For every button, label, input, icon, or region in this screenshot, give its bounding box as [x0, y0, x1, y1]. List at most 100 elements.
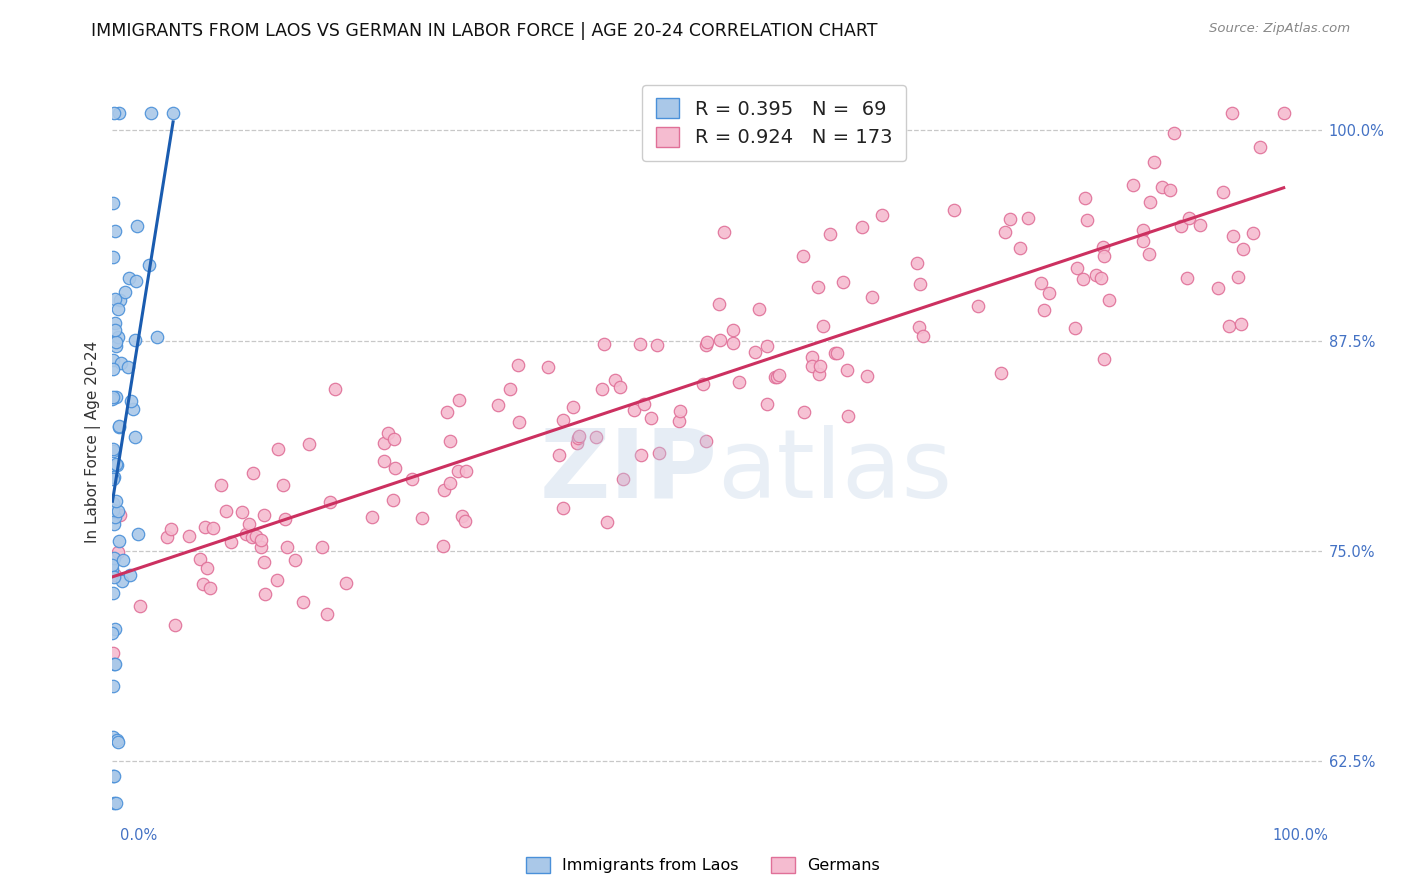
Point	[156, 530, 179, 544]
Point	[1073, 191, 1095, 205]
Point	[108, 106, 131, 120]
Point	[1218, 319, 1240, 334]
Point	[107, 735, 129, 749]
Point	[177, 529, 200, 543]
Point	[101, 251, 124, 265]
Point	[146, 330, 169, 344]
Point	[101, 503, 124, 517]
Point	[1066, 261, 1088, 276]
Point	[101, 625, 124, 640]
Point	[1132, 223, 1154, 237]
Point	[756, 397, 779, 411]
Point	[276, 540, 298, 554]
Point	[101, 470, 124, 484]
Point	[253, 587, 276, 601]
Point	[105, 458, 128, 473]
Point	[107, 302, 129, 317]
Point	[1222, 229, 1244, 244]
Point	[101, 558, 124, 572]
Point	[454, 514, 477, 528]
Point	[103, 570, 125, 584]
Point	[162, 106, 184, 120]
Point	[104, 224, 127, 238]
Point	[994, 225, 1017, 239]
Point	[1098, 293, 1121, 308]
Point	[451, 508, 474, 523]
Point	[103, 517, 125, 532]
Point	[114, 285, 136, 299]
Point	[596, 516, 619, 530]
Point	[104, 292, 127, 306]
Point	[609, 379, 631, 393]
Point	[291, 595, 314, 609]
Point	[377, 426, 399, 441]
Point	[311, 540, 333, 554]
Point	[104, 567, 127, 582]
Point	[728, 376, 751, 390]
Point	[124, 430, 146, 444]
Point	[1212, 185, 1234, 199]
Point	[335, 576, 357, 591]
Point	[456, 465, 478, 479]
Point	[101, 392, 124, 407]
Point	[103, 769, 125, 783]
Point	[108, 293, 131, 307]
Point	[808, 368, 831, 382]
Point	[1092, 249, 1115, 263]
Legend: R = 0.395   N =  69, R = 0.924   N = 173: R = 0.395 N = 69, R = 0.924 N = 173	[643, 85, 905, 161]
Point	[1017, 211, 1039, 225]
Point	[274, 511, 297, 525]
Point	[104, 335, 127, 350]
Point	[568, 429, 591, 443]
Point	[108, 533, 131, 548]
Point	[266, 573, 288, 587]
Point	[104, 457, 127, 471]
Point	[591, 382, 613, 396]
Point	[250, 533, 273, 548]
Point	[832, 275, 855, 289]
Point	[1090, 270, 1112, 285]
Point	[592, 337, 614, 351]
Point	[139, 106, 162, 120]
Point	[104, 509, 127, 524]
Point	[125, 274, 148, 288]
Point	[103, 551, 125, 566]
Point	[112, 553, 135, 567]
Point	[107, 504, 129, 518]
Point	[709, 334, 731, 348]
Point	[1163, 126, 1185, 140]
Point	[110, 356, 132, 370]
Text: atlas: atlas	[717, 425, 952, 517]
Point	[1230, 318, 1253, 332]
Point	[297, 436, 319, 450]
Point	[118, 568, 141, 582]
Point	[1122, 178, 1144, 192]
Point	[1249, 140, 1271, 154]
Point	[748, 301, 770, 316]
Point	[990, 366, 1012, 380]
Point	[250, 541, 273, 555]
Point	[1159, 183, 1181, 197]
Point	[283, 553, 305, 567]
Point	[193, 577, 215, 591]
Point	[111, 574, 134, 589]
Point	[195, 561, 218, 575]
Point	[373, 454, 395, 468]
Point	[1137, 247, 1160, 261]
Point	[486, 399, 509, 413]
Point	[567, 431, 589, 445]
Point	[612, 472, 634, 486]
Point	[806, 279, 828, 293]
Point	[107, 545, 129, 559]
Point	[103, 657, 125, 672]
Point	[905, 255, 928, 269]
Point	[104, 657, 127, 671]
Point	[824, 345, 846, 359]
Point	[245, 529, 267, 543]
Point	[118, 271, 141, 285]
Point	[160, 523, 183, 537]
Point	[439, 475, 461, 490]
Point	[605, 373, 627, 387]
Point	[103, 444, 125, 458]
Point	[382, 492, 405, 507]
